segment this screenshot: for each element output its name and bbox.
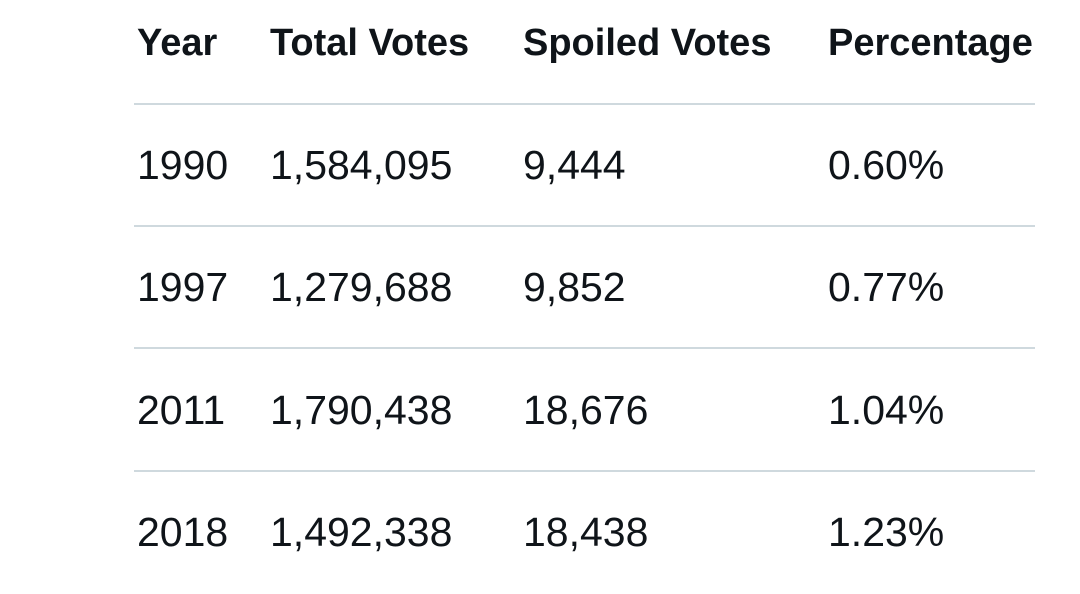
table-cell: 1997: [137, 264, 229, 311]
row-divider: [134, 225, 1035, 227]
table-cell: 18,438: [523, 508, 649, 555]
header-cell: Percentage: [828, 22, 1033, 64]
table-cell: 1,279,688: [270, 264, 453, 311]
table-cell: 9,852: [523, 264, 626, 311]
table-cell: 18,676: [523, 386, 649, 433]
header-cell: Year: [137, 22, 218, 64]
table-cell: 1.04%: [828, 386, 945, 433]
row-divider: [134, 103, 1035, 105]
header-cell: Spoiled Votes: [523, 22, 772, 64]
header-cell: Total Votes: [270, 22, 470, 64]
table-cell: 0.60%: [828, 142, 945, 188]
table-cell: 2018: [137, 508, 229, 555]
table-cell: 1,790,438: [270, 386, 453, 433]
table-cell: 1.23%: [828, 508, 945, 555]
table-cell: 2011: [137, 386, 226, 433]
table: Year Total Votes Spoiled Votes Percentage 19…: [134, 22, 1035, 555]
row-divider: [134, 347, 1035, 350]
row-divider: [134, 469, 1035, 472]
table-cell: 1990: [137, 142, 229, 188]
table-cell: 0.77%: [828, 264, 945, 311]
table-cell: 9,444: [523, 142, 626, 188]
table-cell: 1,492,338: [270, 508, 453, 555]
table-cell: 1,584,095: [270, 142, 453, 188]
